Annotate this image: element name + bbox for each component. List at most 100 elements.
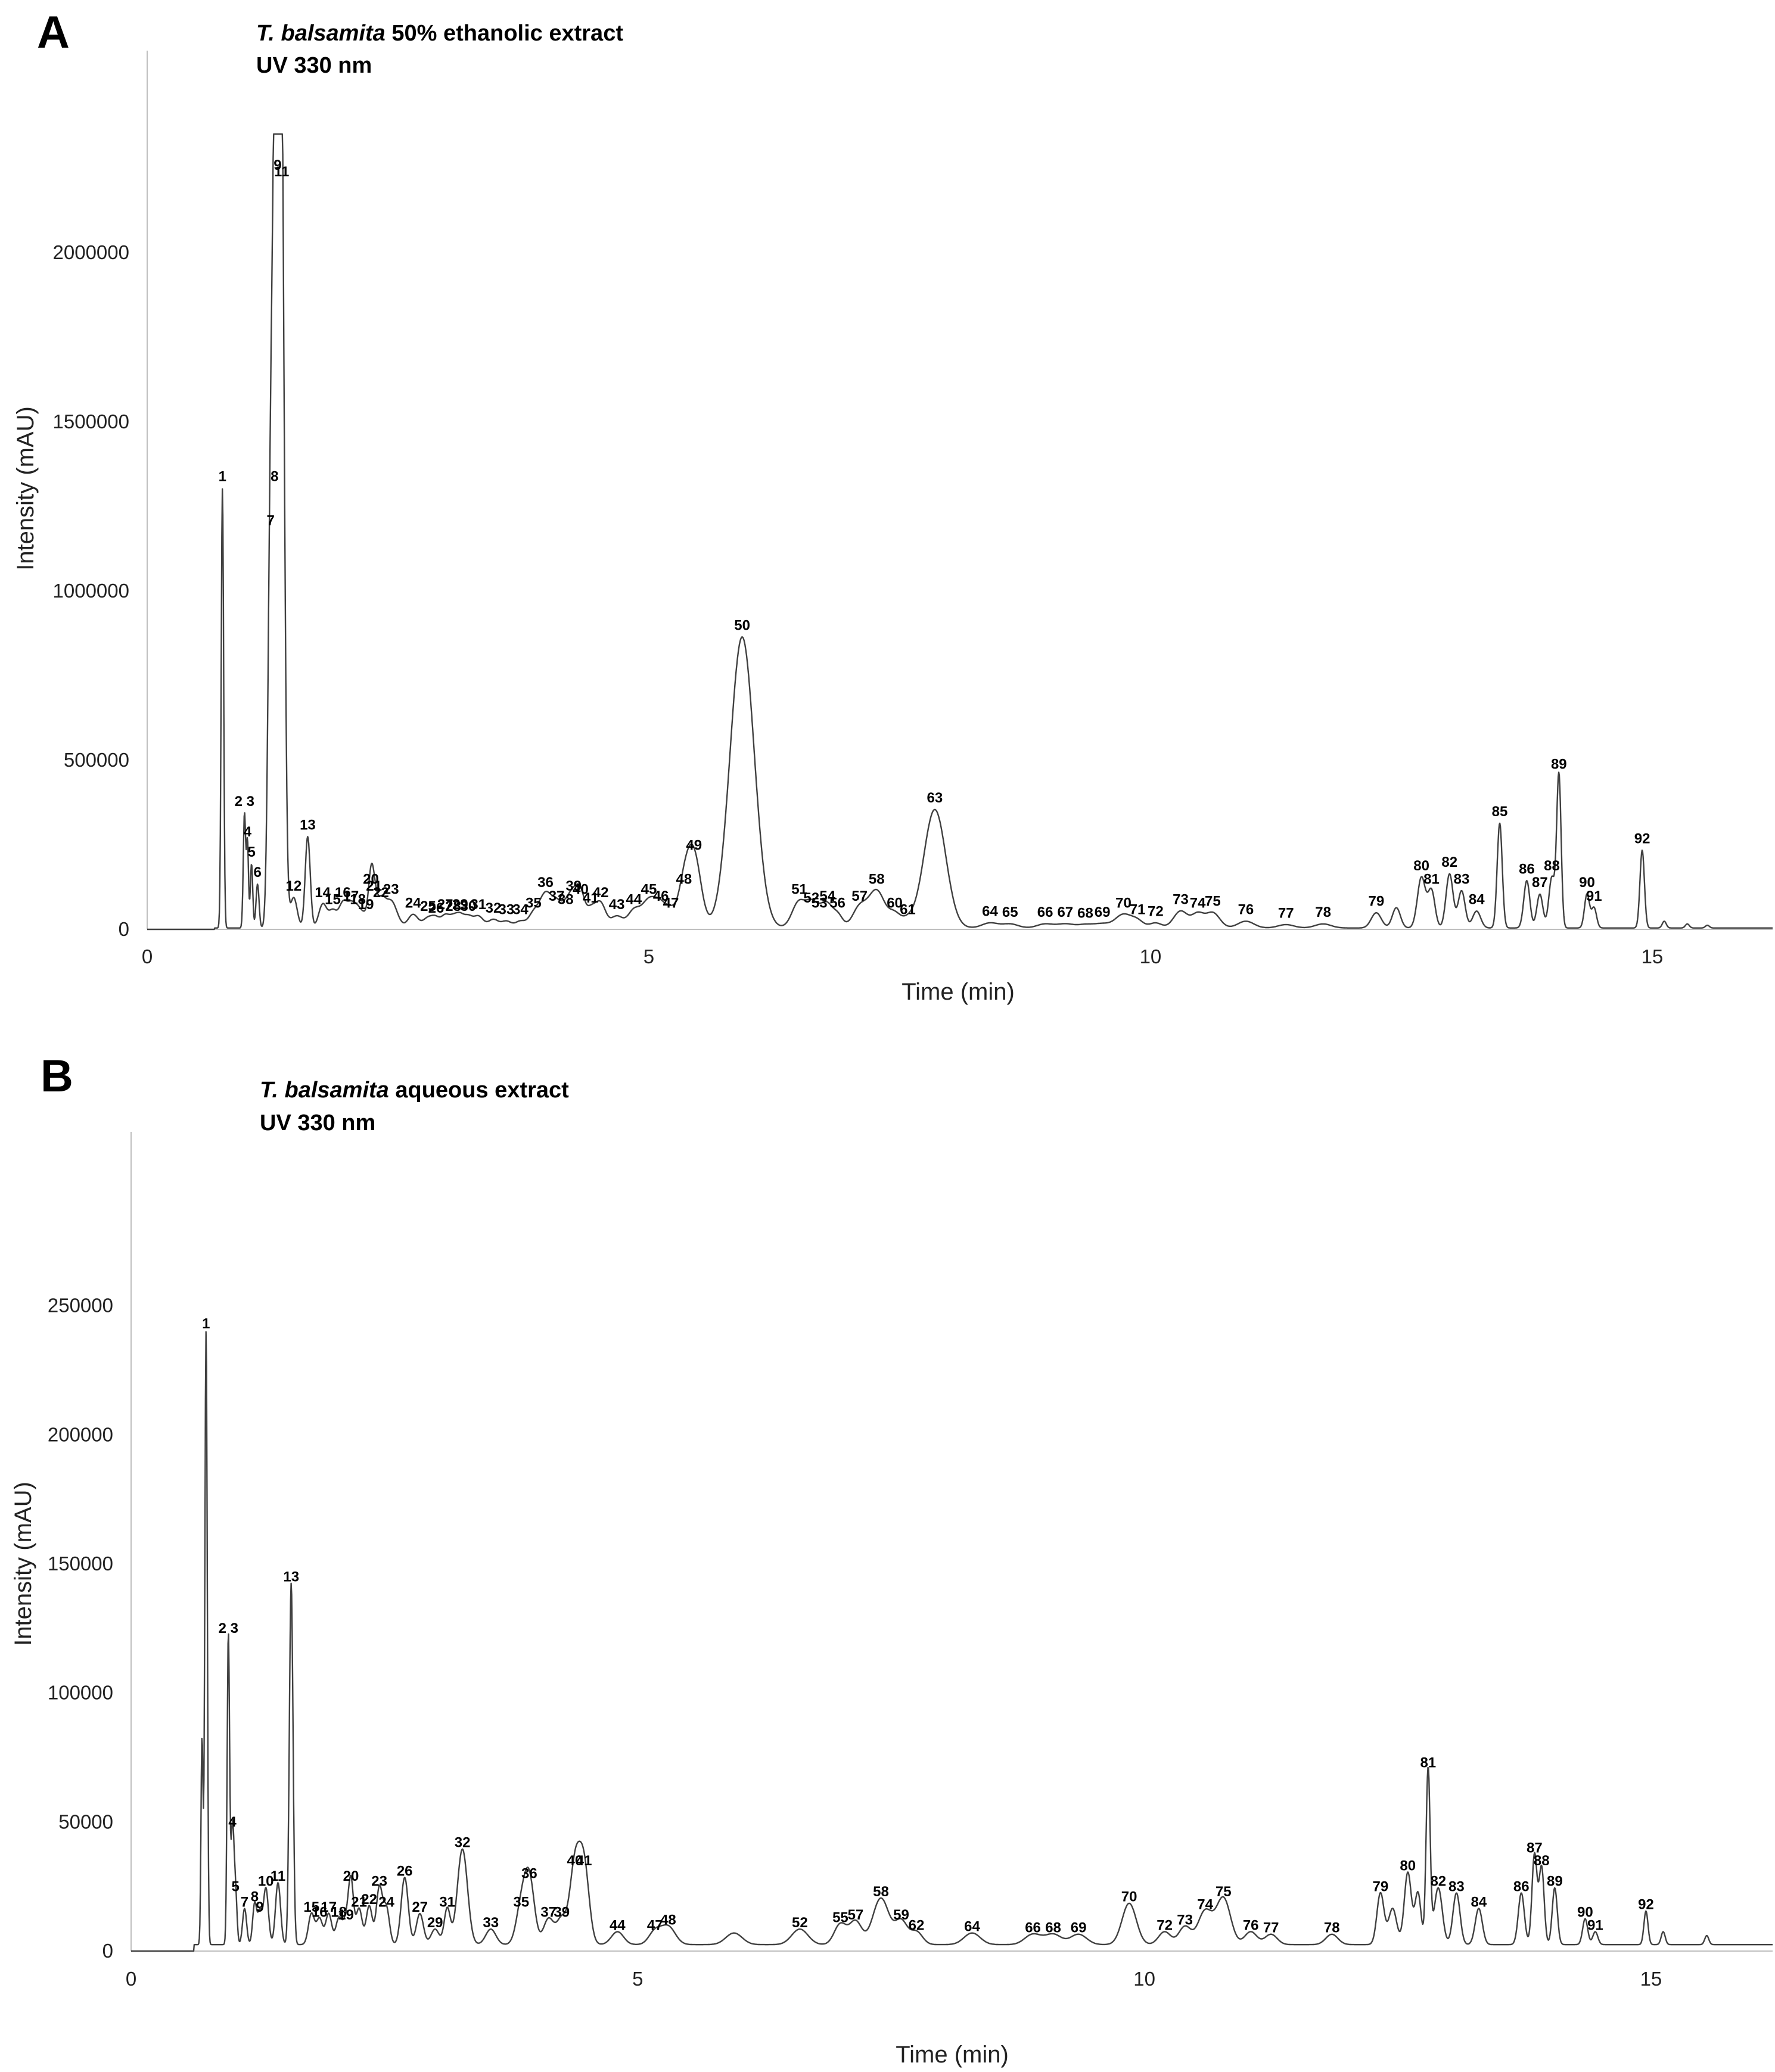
peak-label: 87 xyxy=(1532,875,1548,891)
x-tick-label: 0 xyxy=(126,1968,136,1990)
peak-label: 28 xyxy=(445,898,461,914)
peak-label: 13 xyxy=(300,817,316,833)
peak-label: 57 xyxy=(851,888,868,904)
y-tick-label: 2000000 xyxy=(53,241,129,263)
peak-label: 27 xyxy=(412,1899,428,1915)
peak-label: 44 xyxy=(626,892,642,908)
peak-label: 16 xyxy=(312,1905,328,1921)
peak-label: 18 xyxy=(350,892,366,908)
peak-label: 87 xyxy=(1527,1840,1543,1856)
y-tick-label: 100000 xyxy=(48,1682,113,1704)
panel-b-title-extract: aqueous extract xyxy=(389,1078,569,1103)
peak-label: 4 xyxy=(228,1814,237,1830)
peak-label: 75 xyxy=(1205,893,1221,909)
peak-label: 79 xyxy=(1373,1878,1389,1894)
peak-label: 84 xyxy=(1471,1894,1487,1910)
peak-label: 39 xyxy=(554,1905,570,1921)
peak-label: 88 xyxy=(1544,858,1560,874)
peak-label: 23 xyxy=(371,1874,387,1890)
panel-b-x-axis-label: Time (min) xyxy=(896,2042,1009,2068)
peak-label: 68 xyxy=(1077,905,1093,921)
peak-label: 92 xyxy=(1634,830,1650,847)
peak-label: 56 xyxy=(829,895,845,911)
panel-a-letter: A xyxy=(37,7,70,58)
y-tick-label: 1500000 xyxy=(53,410,129,433)
peak-label: 35 xyxy=(513,1894,529,1910)
peak-label: 31 xyxy=(439,1894,455,1910)
peak-label: 51 xyxy=(791,882,807,898)
peak-label: 72 xyxy=(1148,903,1164,919)
peak-label: 5 xyxy=(247,844,255,860)
chromatogram-trace xyxy=(130,1331,1773,1952)
peak-label: 2 3 xyxy=(235,794,254,810)
x-tick-label: 5 xyxy=(632,1968,643,1990)
peak-label: 5 xyxy=(231,1878,239,1894)
peak-label: 83 xyxy=(1454,872,1470,888)
peak-label: 91 xyxy=(1586,888,1602,904)
peak-label: 69 xyxy=(1071,1920,1087,1936)
peak-label: 60 xyxy=(887,895,903,911)
peak-label: 21 xyxy=(366,878,382,894)
peak-label: 13 xyxy=(283,1569,299,1585)
peak-label: 1 xyxy=(202,1316,210,1332)
peak-label: 17 xyxy=(321,1899,337,1915)
peak-label: 79 xyxy=(1368,893,1384,909)
peak-label: 85 xyxy=(1492,804,1508,820)
peak-label: 29 xyxy=(452,897,468,913)
peak-label: 70 xyxy=(1121,1889,1137,1905)
panel-b-title-species: T. balsamita xyxy=(260,1078,389,1103)
peak-label: 6 xyxy=(254,864,262,881)
y-tick-label: 50000 xyxy=(58,1810,113,1833)
peak-label: 53 xyxy=(812,895,828,911)
peak-label: 46 xyxy=(653,888,669,904)
peak-label: 9 xyxy=(256,1899,263,1915)
chromatogram-trace xyxy=(147,133,1773,931)
peak-label: 63 xyxy=(927,790,943,806)
x-tick-label: 15 xyxy=(1640,1968,1662,1990)
peak-label: 24 xyxy=(405,895,421,911)
peak-label: 29 xyxy=(427,1915,443,1931)
peak-label: 50 xyxy=(734,617,750,633)
peak-label: 27 xyxy=(437,897,453,913)
peak-label: 40 xyxy=(567,1853,583,1869)
panel-a-y-axis-label: Intensity (mAU) xyxy=(13,406,39,571)
peak-label: 10 xyxy=(258,1874,274,1890)
peak-label: 64 xyxy=(964,1919,980,1935)
peak-label: 4 xyxy=(244,824,252,840)
panel-a-title-extract: 50% ethanolic extract xyxy=(386,21,624,46)
peak-label: 18 xyxy=(331,1905,347,1921)
peak-label: 41 xyxy=(576,1853,592,1869)
peak-label: 45 xyxy=(641,882,657,898)
peak-label: 76 xyxy=(1238,902,1254,918)
peak-label: 67 xyxy=(1057,904,1073,920)
panel-a-title: T. balsamita 50% ethanolic extract xyxy=(256,21,623,46)
peak-label: 44 xyxy=(610,1917,626,1933)
y-tick-label: 500000 xyxy=(64,749,129,771)
peak-label: 30 xyxy=(461,898,477,914)
peak-label: 42 xyxy=(593,885,609,901)
peak-label: 37 xyxy=(549,888,565,904)
peak-label: 74 xyxy=(1190,895,1206,911)
peak-label: 77 xyxy=(1263,1920,1279,1936)
peak-label: 90 xyxy=(1577,1905,1593,1921)
peak-label: 26 xyxy=(397,1863,413,1879)
peak-label: 20 xyxy=(363,872,379,888)
peak-label: 22 xyxy=(373,885,389,901)
peak-label: 31 xyxy=(470,897,486,913)
peak-label: 66 xyxy=(1025,1920,1041,1936)
peak-label: 88 xyxy=(1534,1853,1550,1869)
peak-label: 78 xyxy=(1324,1920,1340,1936)
peak-label: 52 xyxy=(792,1915,808,1931)
panel-b-y-axis-label: Intensity (mAU) xyxy=(10,1482,36,1646)
peak-label: 2 3 xyxy=(219,1620,238,1637)
peak-label: 24 xyxy=(378,1894,394,1910)
peak-label: 58 xyxy=(869,872,885,888)
panel-a-chart: A T. balsamita 50% ethanolic extract UV … xyxy=(13,7,1773,1005)
peak-label: 65 xyxy=(1002,904,1018,920)
y-tick-label: 0 xyxy=(119,918,129,940)
peak-label: 81 xyxy=(1423,872,1440,888)
peak-label: 69 xyxy=(1095,904,1111,920)
peak-label: 81 xyxy=(1420,1754,1436,1771)
x-tick-label: 5 xyxy=(644,945,654,967)
